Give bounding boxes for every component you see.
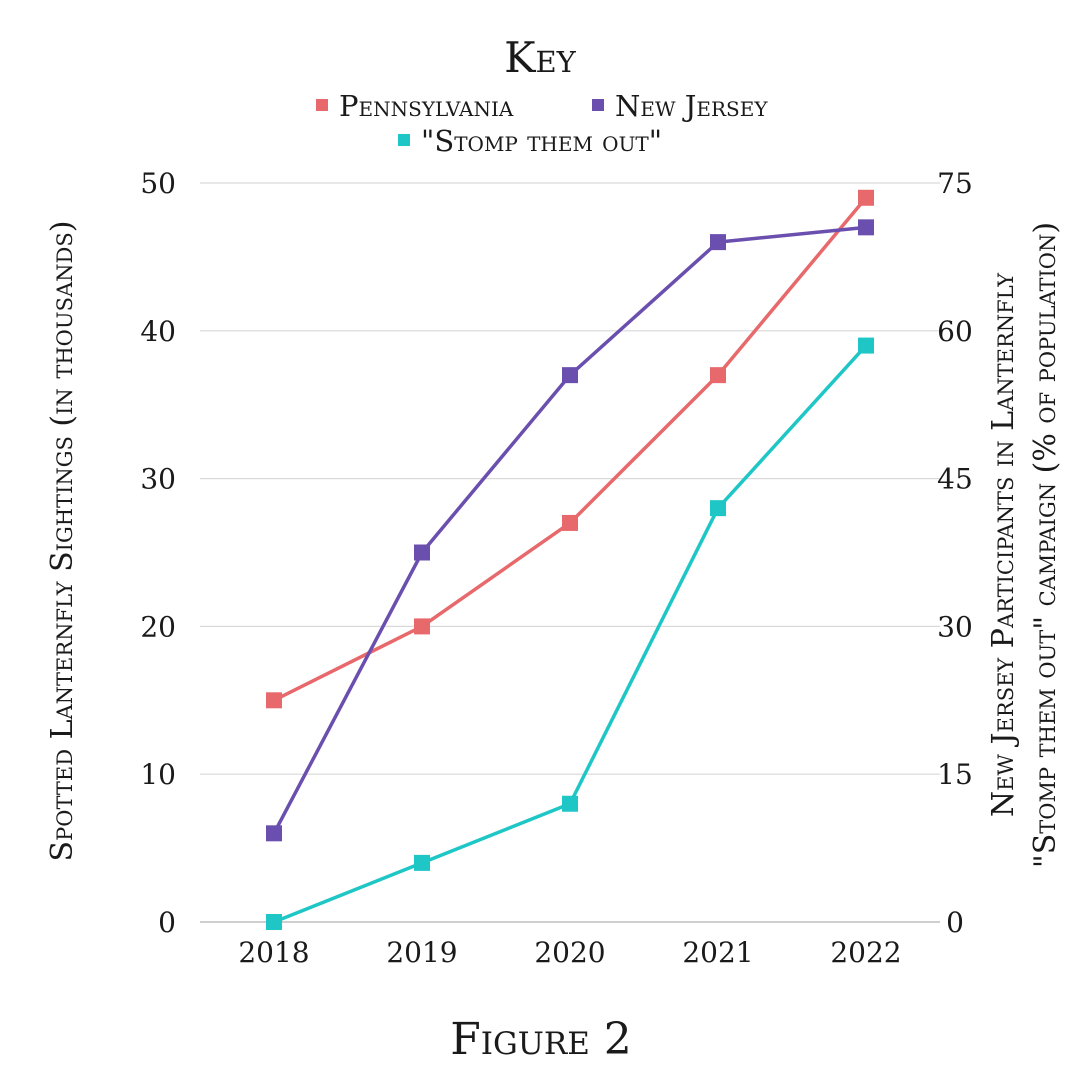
data-point-marker <box>710 367 726 384</box>
series-1 <box>266 219 874 842</box>
data-point-marker <box>858 337 874 354</box>
legend: Pennsylvania New Jersey"Stomp them out" <box>316 89 768 158</box>
x-tick-label: 2021 <box>682 936 753 969</box>
legend-marker <box>316 99 328 111</box>
legend-marker <box>398 134 410 146</box>
series-2 <box>266 337 874 930</box>
data-point-marker <box>266 825 282 842</box>
y-tick-label: 40 <box>140 315 176 348</box>
data-point-marker <box>710 234 726 251</box>
data-point-marker <box>562 514 578 531</box>
gridlines <box>200 182 940 775</box>
data-point-marker <box>266 692 282 709</box>
legend-label: "Stomp them out" <box>421 124 662 158</box>
legend-label: New Jersey <box>615 89 768 123</box>
y2-tick-label: 60 <box>937 315 973 348</box>
y-tick-label: 10 <box>140 758 176 791</box>
x-tick-label: 2019 <box>386 936 457 969</box>
series-line <box>273 196 868 702</box>
y2-tick-label: 30 <box>937 610 973 643</box>
x-tick-label: 2022 <box>830 936 901 969</box>
series-0 <box>266 189 874 709</box>
data-point-marker <box>414 544 430 561</box>
legend-title: Key <box>504 33 577 82</box>
data-point-marker <box>562 367 578 384</box>
y2-axis-ticks: 0 15 30 45 60 75 <box>937 167 973 939</box>
data-point-marker <box>266 914 282 930</box>
y2-tick-label: 0 <box>946 906 964 939</box>
data-point-marker <box>414 854 430 871</box>
y-axis-label: Spotted Lanternfly Sightings (in thousan… <box>45 221 80 862</box>
legend-marker <box>592 99 604 111</box>
x-tick-label: 2018 <box>238 936 309 969</box>
data-point-marker <box>562 795 578 812</box>
y2-tick-label: 15 <box>937 758 973 791</box>
y-tick-label: 50 <box>140 167 176 200</box>
data-point-marker <box>710 500 726 517</box>
y-tick-label: 0 <box>158 906 176 939</box>
y-axis-ticks: 0 10 20 30 40 50 <box>140 167 176 939</box>
y2-tick-label: 75 <box>937 167 973 200</box>
data-point-marker <box>414 618 430 635</box>
y2-axis-label-line-1: New Jersey Participants in Lanternfly <box>986 272 1021 817</box>
data-point-marker <box>858 219 874 236</box>
series-layer <box>266 189 874 930</box>
legend-label: Pennsylvania <box>339 89 514 123</box>
y-tick-label: 20 <box>140 610 176 643</box>
x-tick-label: 2020 <box>534 936 605 969</box>
y-tick-label: 30 <box>140 463 176 496</box>
x-axis-ticks: 2018 2019 2020 2021 2022 <box>238 936 901 969</box>
series-line <box>273 344 868 924</box>
y2-tick-label: 45 <box>937 463 973 496</box>
y2-axis-label-line-2: "Stomp them out" campaign (% of populati… <box>1028 222 1063 868</box>
data-point-marker <box>858 189 874 206</box>
figure-caption: Figure 2 <box>450 1014 632 1065</box>
